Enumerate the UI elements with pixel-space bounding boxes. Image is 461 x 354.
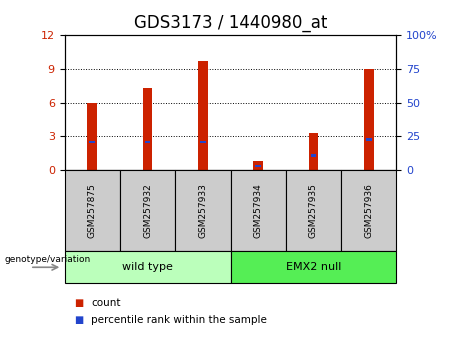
Bar (253, 161, 263, 170)
Text: GDS3173 / 1440980_at: GDS3173 / 1440980_at (134, 14, 327, 32)
Bar (142, 88, 153, 170)
Text: GSM257933: GSM257933 (198, 183, 207, 238)
Text: percentile rank within the sample: percentile rank within the sample (91, 315, 267, 325)
Bar (311, 154, 316, 156)
Bar (87, 103, 97, 170)
Text: GSM257875: GSM257875 (88, 183, 97, 238)
Text: ■: ■ (74, 315, 83, 325)
Bar (200, 141, 206, 143)
Text: GSM257936: GSM257936 (364, 183, 373, 238)
Bar (255, 165, 261, 167)
Text: GSM257932: GSM257932 (143, 183, 152, 238)
Text: EMX2 null: EMX2 null (286, 262, 341, 272)
Bar (308, 133, 319, 170)
Text: count: count (91, 298, 121, 308)
Bar (366, 138, 372, 141)
Text: GSM257935: GSM257935 (309, 183, 318, 238)
Text: genotype/variation: genotype/variation (5, 255, 91, 264)
Bar (145, 141, 150, 143)
Bar (364, 69, 374, 170)
Text: wild type: wild type (122, 262, 173, 272)
Bar (198, 61, 208, 170)
Bar (89, 141, 95, 143)
Text: ■: ■ (74, 298, 83, 308)
Text: GSM257934: GSM257934 (254, 183, 263, 238)
